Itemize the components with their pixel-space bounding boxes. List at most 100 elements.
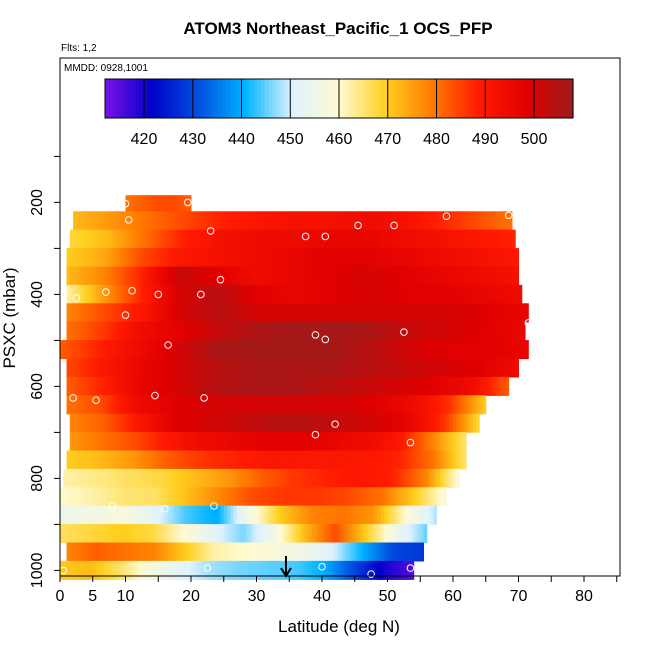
heatmap-cell: [96, 211, 100, 231]
heatmap-cell: [164, 560, 169, 580]
heatmap-cell: [118, 284, 123, 304]
heatmap-cell: [410, 303, 415, 323]
heatmap-cell: [73, 340, 77, 360]
heatmap-cell: [210, 321, 215, 341]
heatmap-cell: [210, 358, 215, 378]
heatmap-cell: [331, 468, 336, 488]
heatmap-cell: [148, 195, 153, 215]
heatmap-cell: [433, 340, 438, 360]
sample-marker: [121, 311, 130, 319]
heatmap-cell: [151, 432, 156, 452]
heatmap-cell: [207, 542, 212, 562]
heatmap-cell: [73, 505, 77, 525]
heatmap-cell: [135, 413, 140, 433]
colorbar-segment: [456, 79, 461, 118]
heatmap-cell: [210, 413, 215, 433]
colorbar-tick-label: 440: [228, 131, 255, 148]
heatmap-cell: [246, 413, 251, 433]
heatmap-cell: [498, 303, 503, 323]
heatmap-cell: [367, 376, 372, 396]
heatmap-cell: [449, 229, 454, 249]
heatmap-cell: [184, 284, 189, 304]
heatmap-cell: [403, 358, 408, 378]
heatmap-cell: [154, 303, 159, 323]
heatmap-cell: [230, 376, 235, 396]
heatmap-cell: [351, 376, 356, 396]
heatmap-cell: [125, 284, 130, 304]
heatmap-cell: [184, 487, 189, 507]
heatmap-cell: [256, 432, 261, 452]
heatmap-cell: [233, 211, 238, 231]
heatmap-cell: [413, 395, 418, 415]
heatmap-cell: [335, 432, 339, 452]
heatmap-cell: [243, 505, 248, 525]
heatmap-cell: [489, 284, 493, 304]
x-tick-label: 10: [117, 588, 135, 605]
heatmap-cell: [154, 248, 159, 268]
heatmap-cell: [354, 487, 359, 507]
heatmap-cell: [263, 468, 267, 488]
heatmap-cell: [305, 413, 310, 433]
heatmap-cell: [105, 340, 110, 360]
heatmap-cell: [285, 229, 290, 249]
heatmap-cell: [371, 284, 375, 304]
heatmap-cell: [141, 413, 146, 433]
heatmap-cell: [168, 413, 172, 433]
heatmap-cell: [351, 321, 356, 341]
heatmap-cell: [315, 413, 320, 433]
heatmap-cell: [318, 395, 323, 415]
heatmap-cell: [289, 542, 294, 562]
heatmap-cell: [410, 321, 415, 341]
heatmap-cell: [141, 266, 146, 286]
heatmap-cell: [292, 413, 297, 433]
heatmap-cell: [430, 487, 434, 507]
heatmap-cell: [479, 248, 483, 268]
heatmap-cell: [269, 340, 274, 360]
heatmap-cell: [453, 413, 457, 433]
heatmap-cell: [197, 395, 202, 415]
heatmap-cell: [295, 321, 300, 341]
heatmap-cell: [168, 376, 172, 396]
heatmap-cell: [132, 542, 136, 562]
heatmap-cell: [233, 560, 238, 580]
heatmap-cell: [305, 505, 310, 525]
heatmap-cell: [505, 321, 510, 341]
heatmap-cell: [351, 432, 356, 452]
heatmap-cell: [515, 358, 519, 378]
heatmap-cell: [387, 376, 392, 396]
heatmap-cell: [191, 229, 195, 249]
heatmap-cell: [99, 340, 104, 360]
heatmap-cell: [328, 395, 333, 415]
heatmap-cell: [112, 542, 117, 562]
heatmap-cell: [266, 542, 271, 562]
heatmap-cell: [89, 340, 94, 360]
colorbar-segment: [198, 79, 204, 118]
heatmap-cell: [76, 358, 81, 378]
heatmap-cell: [377, 376, 382, 396]
heatmap-cell: [161, 358, 166, 378]
heatmap-cell: [174, 229, 179, 249]
x-tick-label: 30: [248, 588, 266, 605]
heatmap-cell: [92, 524, 97, 544]
heatmap-cell: [135, 505, 140, 525]
heatmap-cell: [259, 303, 264, 323]
heatmap-cell: [109, 340, 113, 360]
heatmap-cell: [105, 321, 110, 341]
heatmap-cell: [230, 468, 235, 488]
heatmap-cell: [92, 303, 97, 323]
heatmap-cell: [184, 560, 189, 580]
heatmap-cell: [227, 266, 231, 286]
heatmap-cell: [99, 468, 104, 488]
heatmap-cell: [82, 376, 87, 396]
heatmap-cell: [161, 395, 166, 415]
heatmap-cell: [233, 248, 238, 268]
heatmap-cell: [279, 248, 284, 268]
heatmap-cell: [102, 303, 107, 323]
heatmap-cell: [128, 560, 133, 580]
heatmap-cell: [302, 505, 307, 525]
heatmap-cell: [66, 468, 71, 488]
heatmap-cell: [99, 229, 104, 249]
heatmap-cell: [184, 195, 189, 215]
heatmap-cell: [217, 487, 221, 507]
heatmap-cell: [341, 487, 346, 507]
